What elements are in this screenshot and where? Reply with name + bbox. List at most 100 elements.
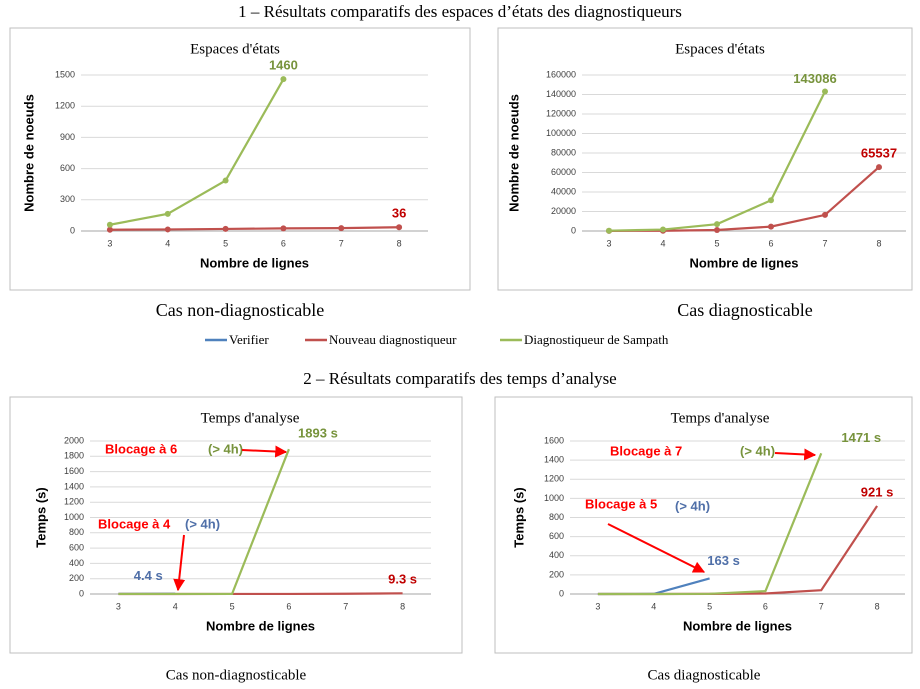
y-tick-label: 1400 — [64, 481, 84, 491]
y-axis-label: Temps (s) — [511, 487, 526, 547]
point — [768, 223, 774, 230]
data-label: 65537 — [861, 146, 897, 161]
annotation: (> 4h) — [185, 516, 220, 531]
x-tick-label: 5 — [707, 601, 712, 611]
x-tick-label: 5 — [223, 238, 228, 248]
y-tick-label: 1600 — [64, 466, 84, 476]
y-tick-label: 120000 — [546, 108, 576, 118]
annotation: Blocage à 5 — [585, 496, 657, 511]
x-tick-label: 5 — [714, 238, 719, 248]
x-tick-label: 7 — [343, 601, 348, 611]
x-tick-label: 6 — [281, 238, 286, 248]
data-label: 1471 s — [841, 430, 881, 445]
chart-title: Espaces d'états — [675, 41, 765, 57]
x-axis-label: Nombre de lignes — [206, 618, 315, 633]
series-line — [109, 78, 285, 226]
point — [280, 76, 287, 83]
y-tick-label: 0 — [559, 588, 564, 598]
x-tick-label: 3 — [606, 238, 611, 248]
chart: Temps d'analyse 0 200 400 600 800 1000 1200 1400… — [9, 396, 463, 654]
y-tick-label: 1400 — [544, 455, 564, 465]
point — [714, 221, 720, 228]
series-line — [109, 226, 400, 231]
arrow — [241, 445, 288, 458]
x-tick-label: 5 — [230, 601, 235, 611]
legend-label: Verifier — [229, 332, 269, 347]
y-tick-label: 0 — [79, 588, 84, 598]
chart-title: Temps d'analyse — [201, 410, 300, 426]
x-tick-label: 7 — [819, 601, 824, 611]
y-tick-label: 900 — [60, 132, 75, 142]
data-label: 163 s — [707, 553, 740, 568]
data-label: 1460 — [269, 58, 298, 73]
y-axis-label: Nombre de noeuds — [21, 94, 36, 212]
x-tick-label: 3 — [116, 601, 121, 611]
y-tick-label: 0 — [571, 225, 576, 235]
caption: Cas diagnosticable — [677, 300, 812, 320]
chart-frame — [9, 396, 463, 654]
y-tick-label: 1500 — [55, 69, 75, 79]
point — [396, 224, 403, 231]
annotation: (> 4h) — [740, 443, 775, 458]
chart: Espaces d'états 0 20000 40000 60000 80000 1000… — [497, 27, 913, 291]
x-tick-label: 3 — [107, 238, 112, 248]
chart-frame — [9, 27, 471, 291]
y-axis-label: Temps (s) — [33, 487, 48, 547]
point — [280, 225, 287, 232]
y-tick-label: 140000 — [546, 89, 576, 99]
y-tick-label: 1800 — [64, 451, 84, 461]
point — [222, 225, 229, 232]
point — [338, 225, 345, 232]
y-tick-label: 60000 — [551, 167, 576, 177]
point — [606, 227, 612, 234]
legend: Verifier Nouveau diagnostiqueur Diagnostiq… — [205, 332, 669, 347]
point — [164, 226, 171, 233]
point — [768, 197, 774, 204]
point — [222, 177, 229, 184]
series-line — [118, 448, 290, 596]
point — [822, 211, 828, 218]
y-tick-label: 400 — [549, 550, 564, 560]
arrow — [173, 534, 186, 592]
x-tick-label: 4 — [165, 238, 170, 248]
x-tick-label: 8 — [400, 601, 405, 611]
y-tick-label: 1200 — [64, 497, 84, 507]
x-tick-label: 7 — [339, 238, 344, 248]
y-tick-label: 20000 — [551, 206, 576, 216]
y-tick-label: 1600 — [544, 435, 564, 445]
x-tick-label: 6 — [286, 601, 291, 611]
caption: Cas non-diagnosticable — [166, 667, 307, 683]
point — [106, 221, 113, 228]
x-axis-label: Nombre de lignes — [683, 618, 792, 633]
chart-frame — [497, 27, 913, 291]
x-tick-label: 4 — [660, 238, 665, 248]
chart: Temps d'analyse 0 200 400 600 800 1000 1200 1400… — [494, 396, 913, 654]
annotation: Blocage à 7 — [610, 443, 682, 458]
point — [164, 210, 171, 217]
x-tick-label: 4 — [173, 601, 178, 611]
section-title: 2 – Résultats comparatifs des temps d’an… — [303, 369, 616, 388]
y-tick-label: 200 — [69, 573, 84, 583]
y-tick-label: 100000 — [546, 128, 576, 138]
y-tick-label: 160000 — [546, 69, 576, 79]
x-tick-label: 3 — [595, 601, 600, 611]
y-tick-label: 600 — [549, 531, 564, 541]
annotation: Blocage à 4 — [98, 516, 171, 531]
data-label: 36 — [392, 206, 406, 221]
y-tick-label: 2000 — [64, 435, 84, 445]
y-tick-label: 1000 — [64, 512, 84, 522]
x-axis-label: Nombre de lignes — [689, 255, 798, 270]
y-tick-label: 80000 — [551, 147, 576, 157]
chart: Espaces d'états 0 300 600 900 1200 1500 3 4 5 6 7 8 N… — [9, 27, 471, 291]
data-label: 143086 — [793, 71, 836, 86]
point — [714, 227, 720, 234]
y-tick-label: 400 — [69, 558, 84, 568]
y-tick-label: 1200 — [55, 101, 75, 111]
y-axis-label: Nombre de noeuds — [506, 94, 521, 212]
y-tick-label: 0 — [70, 225, 75, 235]
x-tick-label: 4 — [651, 601, 656, 611]
y-tick-label: 300 — [60, 194, 75, 204]
x-tick-label: 8 — [875, 601, 880, 611]
data-label: 1893 s — [298, 426, 338, 441]
point — [876, 164, 882, 171]
